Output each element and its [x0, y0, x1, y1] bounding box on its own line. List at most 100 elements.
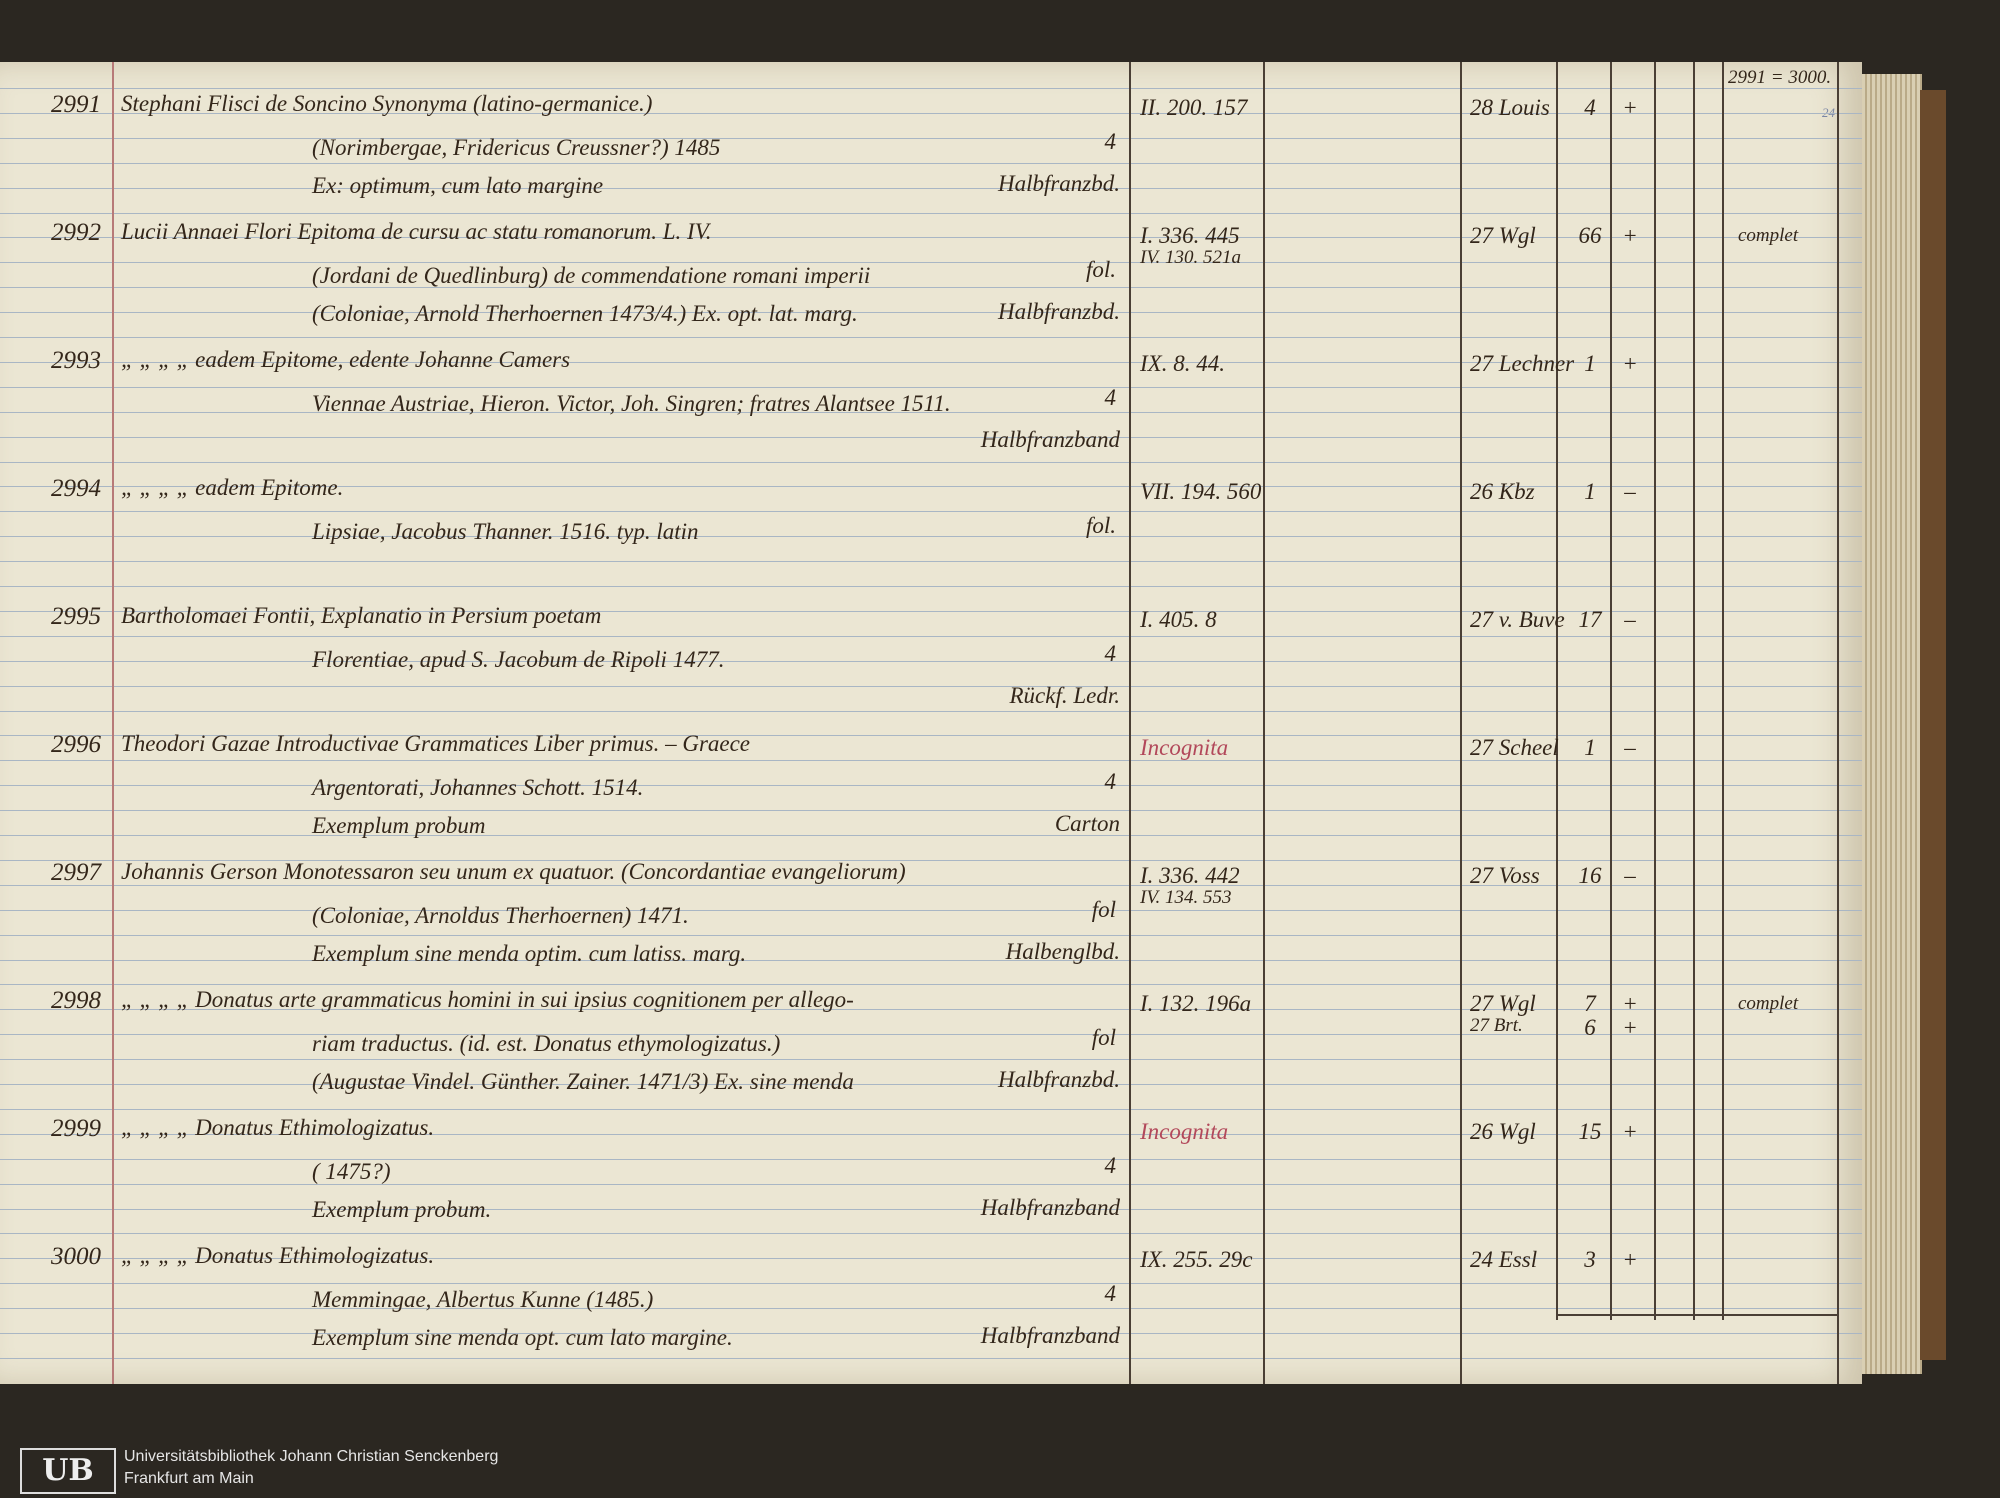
ruled-line — [0, 461, 1862, 463]
ruled-line — [0, 287, 1862, 289]
entry-line: „ „ „ „ Donatus Ethimologizatus. — [121, 1243, 435, 1268]
binding: Halbfranzband — [980, 427, 1120, 452]
column-rule — [1460, 62, 1462, 1384]
ruled-line — [0, 187, 1862, 189]
entry-line: „ „ „ „ Donatus arte grammaticus homini … — [121, 987, 854, 1012]
reference: I. 336. 445 — [1140, 223, 1240, 248]
entry-line: Exemplum probum — [312, 813, 486, 838]
entry-number: 2993 — [51, 347, 101, 374]
mark: – — [1624, 607, 1636, 632]
ruled-line — [0, 262, 1862, 264]
ruled-line — [0, 1059, 1862, 1061]
ruled-line — [0, 586, 1862, 587]
date: 24 Essl — [1470, 1247, 1538, 1272]
entry-line: Viennae Austriae, Hieron. Victor, Joh. S… — [312, 391, 951, 416]
ruled-line — [0, 1258, 1862, 1260]
ruled-line — [0, 810, 1862, 812]
count: 6 — [1584, 1015, 1596, 1040]
ruled-line — [0, 735, 1862, 737]
book-cover — [1920, 90, 1946, 1360]
entry-line: Lipsiae, Jacobus Thanner. 1516. typ. lat… — [312, 519, 699, 544]
date: 27 Wgl — [1470, 991, 1536, 1016]
entry-line: Memmingae, Albertus Kunne (1485.) — [312, 1287, 654, 1312]
reference: Incognita — [1140, 1119, 1229, 1144]
entry-number: 2999 — [51, 1115, 101, 1142]
format: 4 — [1104, 129, 1117, 154]
entry-line: riam traductus. (id. est. Donatus ethymo… — [312, 1031, 781, 1056]
format: fol — [1091, 897, 1116, 922]
ruled-line — [0, 710, 1862, 712]
ruled-line — [0, 1183, 1862, 1185]
count: 1 — [1584, 479, 1596, 504]
entry-line: Florentiae, apud S. Jacobum de Ripoli 14… — [312, 647, 725, 672]
binding: Halbfranzband — [980, 1195, 1120, 1220]
entry-line: „ „ „ „ eadem Epitome, edente Johanne Ca… — [121, 347, 571, 372]
date: 27 v. Buve — [1470, 607, 1565, 632]
ruled-line — [0, 361, 1862, 363]
entry-line: Bartholomaei Fontii, Explanatio in Persi… — [121, 603, 602, 628]
reference: VII. 194. 560 — [1140, 479, 1262, 504]
range-header: 2991 = 3000. — [1728, 67, 1832, 88]
ruled-line — [0, 237, 1862, 239]
ruled-line — [0, 1133, 1862, 1135]
binding: Halbenglbd. — [1005, 939, 1120, 964]
ruled-line — [0, 162, 1862, 164]
count: 4 — [1584, 95, 1596, 120]
ruled-line — [0, 934, 1862, 936]
ruled-line — [0, 785, 1862, 787]
ruled-line — [0, 635, 1862, 637]
entry-line: (Norimbergae, Fridericus Creussner?) 148… — [312, 135, 721, 160]
ruled-line — [0, 1283, 1862, 1285]
ruled-line — [0, 112, 1862, 114]
reference: I. 405. 8 — [1140, 607, 1217, 632]
column-rule — [1654, 62, 1656, 1320]
entry-number: 3000 — [51, 1243, 101, 1270]
format: 4 — [1104, 385, 1117, 410]
entry-line: Theodori Gazae Introductivae Grammatices… — [121, 731, 751, 756]
mark: + — [1622, 351, 1638, 376]
date: 28 Louis — [1470, 95, 1550, 120]
ruled-line — [0, 984, 1862, 986]
page-edge — [1862, 74, 1922, 1374]
format: 4 — [1104, 641, 1117, 666]
entry-line: Exemplum probum. — [312, 1197, 492, 1222]
ruled-line — [0, 1009, 1862, 1011]
format: 4 — [1104, 1153, 1117, 1178]
entry-line: „ „ „ „ eadem Epitome. — [121, 475, 344, 500]
column-rule — [1129, 62, 1131, 1384]
count: 16 — [1578, 863, 1602, 888]
entry-line: Exemplum sine menda opt. cum lato margin… — [312, 1325, 733, 1350]
column-rule — [1610, 62, 1612, 1320]
ruled-line — [0, 386, 1862, 388]
ledger-page: 2991 = 3000. 24 2991 Stephani Flisci de S… — [0, 62, 1862, 1384]
note: complet — [1738, 993, 1799, 1014]
ruled-line — [0, 511, 1862, 513]
date: 26 Wgl — [1470, 1119, 1536, 1144]
mark: – — [1624, 479, 1636, 504]
reference: I. 132. 196a — [1140, 991, 1252, 1016]
count: 1 — [1584, 351, 1596, 376]
ruled-line — [0, 660, 1862, 662]
binding: Halbfranzbd. — [997, 1067, 1120, 1092]
ruled-line — [0, 1333, 1862, 1334]
date: 27 Lechner — [1470, 351, 1575, 376]
date: 27 Voss — [1470, 863, 1540, 888]
ruled-line — [0, 1108, 1862, 1110]
reference: IX. 8. 44. — [1140, 351, 1225, 376]
ruled-line — [0, 909, 1862, 911]
entry-line: „ „ „ „ Donatus Ethimologizatus. — [121, 1115, 435, 1140]
ruled-line — [0, 1034, 1862, 1036]
column-rule — [1556, 62, 1558, 1320]
entry-line: Exemplum sine menda optim. cum latiss. m… — [312, 941, 747, 966]
count: 7 — [1584, 991, 1596, 1016]
column-rule — [1263, 62, 1265, 1384]
column-rule — [1722, 62, 1724, 1320]
page-number: 24 — [1822, 105, 1835, 120]
date: 27 Scheel — [1470, 735, 1559, 760]
entry-line: (Jordani de Quedlinburg) de commendation… — [312, 263, 871, 288]
ruled-line — [0, 1357, 1862, 1359]
binding: Halbfranzbd. — [997, 299, 1120, 324]
entry-number: 2997 — [51, 859, 101, 886]
ruled-line — [0, 536, 1862, 538]
ruled-line — [0, 685, 1862, 687]
